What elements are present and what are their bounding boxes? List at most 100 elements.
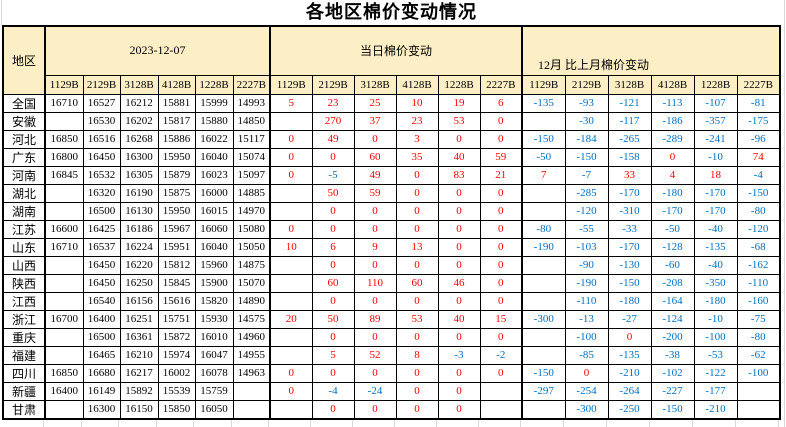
- monthly-change-cell[interactable]: [521, 291, 566, 311]
- monthly-change-cell[interactable]: -150: [521, 363, 566, 383]
- monthly-change-cell[interactable]: -81: [736, 93, 781, 113]
- price-cell[interactable]: 16010: [194, 327, 234, 347]
- price-cell[interactable]: 16400: [82, 309, 121, 329]
- daily-change-cell[interactable]: 0: [437, 237, 481, 257]
- monthly-change-cell[interactable]: [521, 273, 566, 293]
- price-cell[interactable]: 16465: [82, 345, 121, 365]
- daily-change-cell[interactable]: 0: [437, 201, 481, 221]
- price-cell[interactable]: 15070: [232, 273, 271, 293]
- region-label[interactable]: 河北: [2, 129, 46, 149]
- price-cell[interactable]: 16600: [44, 219, 84, 239]
- monthly-change-cell[interactable]: -184: [564, 129, 609, 149]
- daily-change-cell[interactable]: 21: [479, 165, 523, 185]
- region-label[interactable]: 安徽: [2, 111, 46, 131]
- price-cell[interactable]: 16000: [194, 183, 234, 203]
- price-cell[interactable]: [44, 327, 84, 347]
- column-code-header[interactable]: 4128B: [157, 74, 196, 95]
- monthly-change-cell[interactable]: 33: [607, 165, 652, 185]
- daily-change-cell[interactable]: [269, 399, 313, 419]
- price-cell[interactable]: 16220: [119, 255, 159, 275]
- price-cell[interactable]: 16015: [194, 201, 234, 221]
- daily-change-cell[interactable]: 0: [479, 327, 523, 347]
- monthly-change-cell[interactable]: -10: [693, 309, 738, 329]
- monthly-change-cell[interactable]: -100: [736, 363, 781, 383]
- region-label[interactable]: 新疆: [2, 381, 46, 401]
- region-label[interactable]: 湖南: [2, 201, 46, 221]
- monthly-change-cell[interactable]: -357: [693, 111, 738, 131]
- daily-change-cell[interactable]: 0: [311, 399, 355, 419]
- daily-change-cell[interactable]: 83: [437, 165, 481, 185]
- daily-change-cell[interactable]: [269, 255, 313, 275]
- daily-change-cell[interactable]: 0: [269, 363, 313, 383]
- daily-change-cell[interactable]: 0: [437, 219, 481, 239]
- monthly-change-cell[interactable]: -160: [736, 291, 781, 311]
- daily-change-cell[interactable]: 0: [269, 165, 313, 185]
- monthly-change-cell[interactable]: [736, 381, 781, 401]
- column-code-header[interactable]: 1228B: [194, 74, 234, 95]
- daily-change-cell[interactable]: 0: [395, 327, 439, 347]
- price-cell[interactable]: [44, 273, 84, 293]
- monthly-change-cell[interactable]: -150: [736, 183, 781, 203]
- price-cell[interactable]: 16150: [119, 399, 159, 419]
- daily-change-cell[interactable]: 59: [479, 147, 523, 167]
- price-cell[interactable]: 15960: [194, 255, 234, 275]
- monthly-change-cell[interactable]: -175: [736, 111, 781, 131]
- monthly-change-cell[interactable]: -150: [564, 147, 609, 167]
- daily-change-cell[interactable]: 49: [311, 129, 355, 149]
- price-cell[interactable]: 14960: [232, 327, 271, 347]
- monthly-change-cell[interactable]: -124: [650, 309, 695, 329]
- column-code-header[interactable]: 2227B: [736, 74, 781, 95]
- daily-change-cell[interactable]: 89: [353, 309, 397, 329]
- price-cell[interactable]: 16850: [44, 129, 84, 149]
- price-cell[interactable]: 16530: [82, 111, 121, 131]
- price-cell[interactable]: 16532: [82, 165, 121, 185]
- monthly-change-cell[interactable]: -27: [607, 309, 652, 329]
- price-cell[interactable]: 14970: [232, 201, 271, 221]
- monthly-change-cell[interactable]: -120: [736, 219, 781, 239]
- monthly-change-cell[interactable]: -264: [607, 381, 652, 401]
- region-label[interactable]: 甘肃: [2, 399, 46, 419]
- price-cell[interactable]: 16527: [82, 93, 121, 113]
- monthly-change-cell[interactable]: -50: [650, 219, 695, 239]
- monthly-change-cell[interactable]: -177: [693, 381, 738, 401]
- price-cell[interactable]: 15880: [194, 111, 234, 131]
- daily-change-cell[interactable]: 10: [395, 93, 439, 113]
- monthly-change-cell[interactable]: -170: [693, 183, 738, 203]
- column-code-header[interactable]: 2129B: [564, 74, 609, 95]
- price-cell[interactable]: 16149: [82, 381, 121, 401]
- monthly-change-cell[interactable]: -85: [564, 345, 609, 365]
- daily-change-cell[interactable]: [269, 201, 313, 221]
- monthly-change-cell[interactable]: -75: [736, 309, 781, 329]
- price-cell[interactable]: 16268: [119, 129, 159, 149]
- monthly-change-cell[interactable]: -254: [564, 381, 609, 401]
- price-cell[interactable]: 15950: [157, 147, 196, 167]
- price-cell[interactable]: 16047: [194, 345, 234, 365]
- region-label[interactable]: 江苏: [2, 219, 46, 239]
- daily-change-cell[interactable]: 0: [479, 273, 523, 293]
- monthly-change-cell[interactable]: -300: [564, 399, 609, 419]
- price-cell[interactable]: 14885: [232, 183, 271, 203]
- daily-change-cell[interactable]: 0: [353, 129, 397, 149]
- price-cell[interactable]: 15881: [157, 93, 196, 113]
- price-cell[interactable]: 15930: [194, 309, 234, 329]
- price-cell[interactable]: 14963: [232, 363, 271, 383]
- daily-change-cell[interactable]: 0: [269, 381, 313, 401]
- monthly-change-cell[interactable]: -150: [650, 399, 695, 419]
- price-cell[interactable]: 16060: [194, 219, 234, 239]
- monthly-change-cell[interactable]: -33: [607, 219, 652, 239]
- daily-change-cell[interactable]: 8: [395, 345, 439, 365]
- price-cell[interactable]: [44, 291, 84, 311]
- daily-change-cell[interactable]: 0: [269, 219, 313, 239]
- daily-change-cell[interactable]: 0: [311, 201, 355, 221]
- daily-change-cell[interactable]: 0: [353, 291, 397, 311]
- price-cell[interactable]: 15892: [119, 381, 159, 401]
- date-group-header[interactable]: 2023-12-07: [44, 25, 271, 76]
- daily-change-cell[interactable]: 0: [311, 291, 355, 311]
- daily-change-cell[interactable]: 53: [395, 309, 439, 329]
- monthly-change-cell[interactable]: -96: [736, 129, 781, 149]
- daily-change-cell[interactable]: 0: [395, 381, 439, 401]
- daily-change-cell[interactable]: 6: [311, 237, 355, 257]
- price-cell[interactable]: 16425: [82, 219, 121, 239]
- price-cell[interactable]: [44, 111, 84, 131]
- price-cell[interactable]: 16710: [44, 237, 84, 257]
